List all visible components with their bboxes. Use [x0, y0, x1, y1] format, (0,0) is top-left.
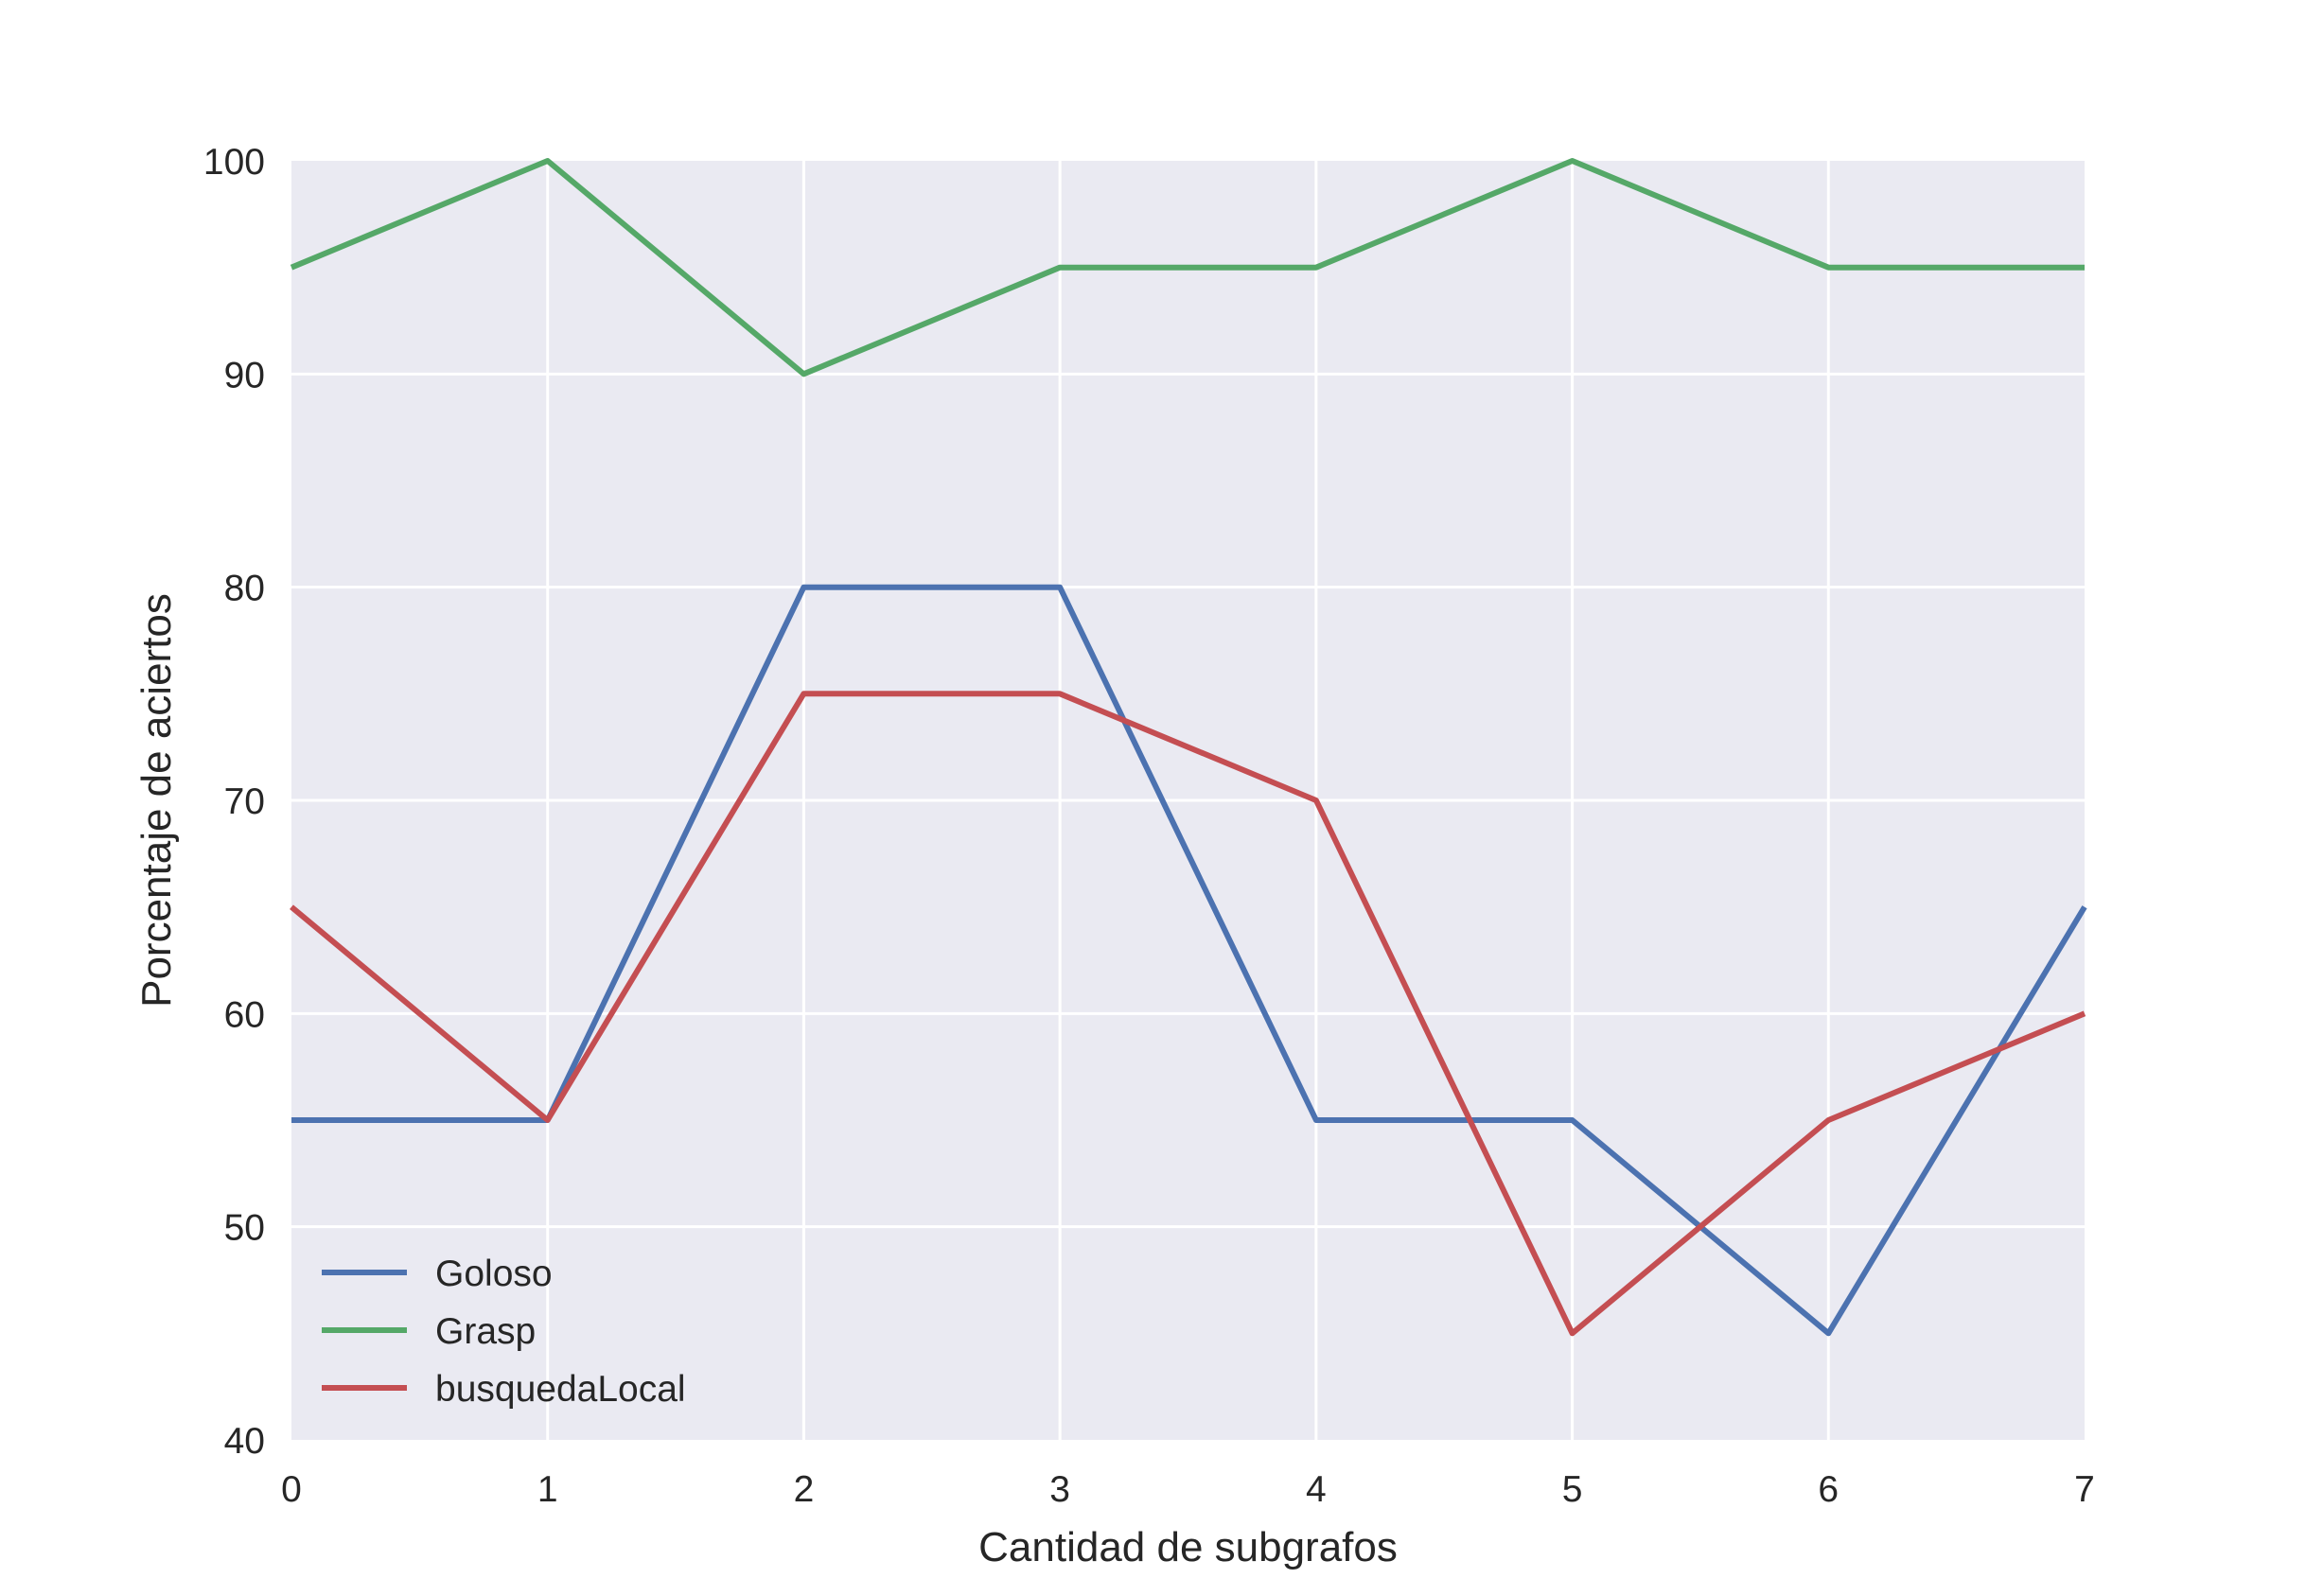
series-line-goloso: [291, 584, 2087, 1337]
y-tick-label: 100: [203, 142, 265, 183]
legend-label-goloso: Goloso: [435, 1254, 553, 1294]
x-tick-label: 5: [1562, 1469, 1583, 1510]
x-tick-label: 1: [537, 1469, 558, 1510]
x-tick-label: 7: [2074, 1469, 2095, 1510]
legend: Goloso Grasp busquedaLocal: [322, 1254, 686, 1410]
y-tick-label: 90: [224, 355, 265, 395]
series-line-busquedalocal: [290, 691, 2086, 1337]
x-tick-label: 0: [281, 1469, 302, 1510]
y-tick-label: 60: [224, 994, 265, 1035]
x-tick-label: 6: [1818, 1469, 1839, 1510]
x-axis-title: Cantidad de subgrafos: [978, 1524, 1398, 1570]
y-tick-labels: 40 50 60 70 80 90 100: [203, 142, 265, 1462]
x-tick-label: 2: [794, 1469, 815, 1510]
x-tick-label: 3: [1049, 1469, 1070, 1510]
x-tick-labels: 0 1 2 3 4 5 6 7: [281, 1469, 2095, 1510]
series-layer: [290, 158, 2087, 1337]
legend-label-busquedalocal: busquedaLocal: [435, 1369, 686, 1410]
y-axis-title: Porcentaje de aciertos: [133, 593, 180, 1008]
y-tick-label: 70: [224, 781, 265, 822]
y-tick-label: 50: [224, 1208, 265, 1249]
grid-lines: [291, 161, 2085, 1440]
y-tick-label: 80: [224, 569, 265, 609]
series-line-grasp: [290, 158, 2085, 377]
x-tick-label: 4: [1306, 1469, 1327, 1510]
y-tick-label: 40: [224, 1421, 265, 1462]
legend-label-grasp: Grasp: [435, 1311, 536, 1352]
